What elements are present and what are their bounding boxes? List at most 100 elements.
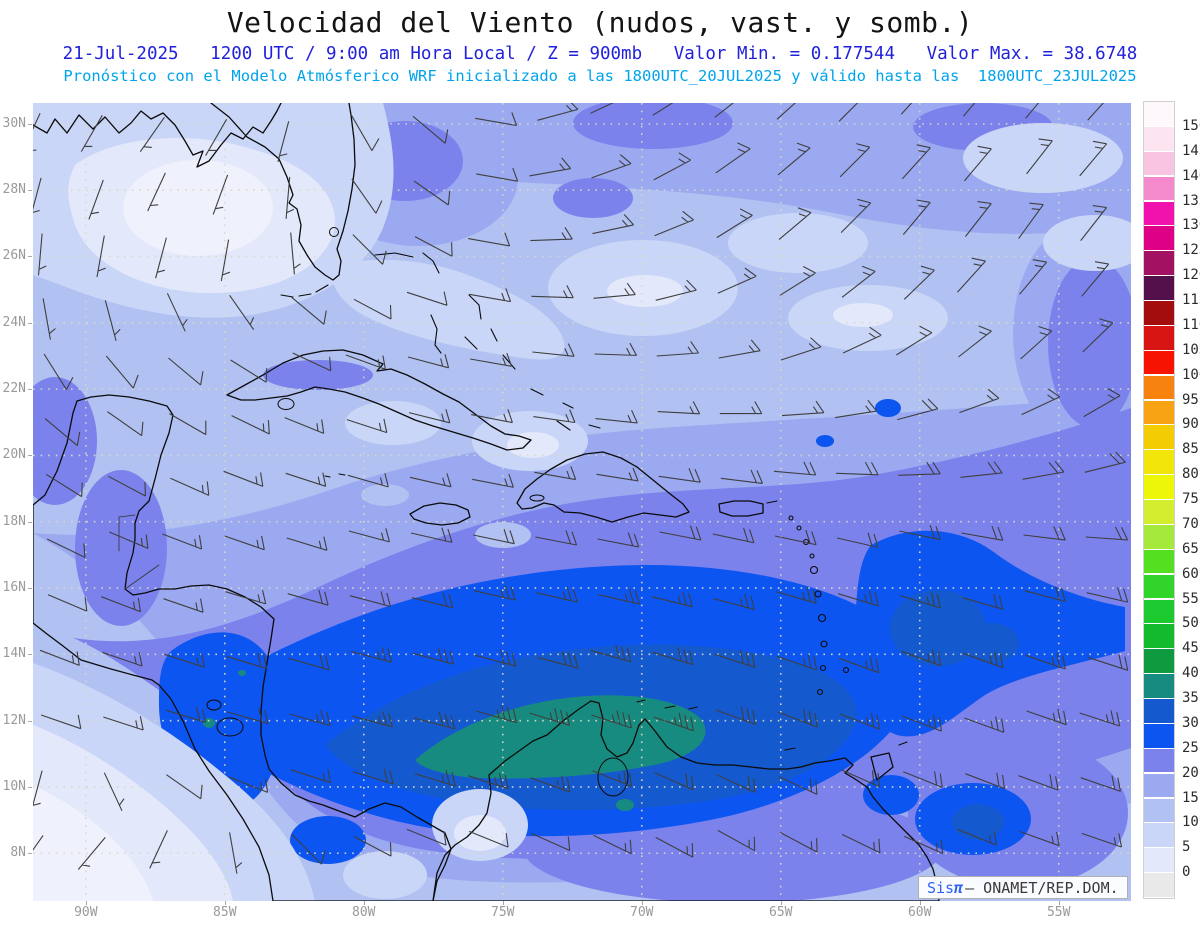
lon-label-90W: 90W <box>74 905 98 920</box>
colorbar-swatch <box>1144 425 1174 450</box>
lon-tick-mark <box>919 901 921 905</box>
lat-tick-mark <box>28 853 32 855</box>
colorbar-swatch <box>1144 549 1174 574</box>
colorbar-swatch <box>1144 773 1174 798</box>
colorbar-label-20: 20 <box>1182 764 1199 781</box>
lat-label-30N: 30N <box>2 115 26 131</box>
tobago-margarita-abc-islands <box>636 500 908 751</box>
lon-tick-mark <box>502 901 504 905</box>
cuba-coastline <box>226 349 532 451</box>
page-title: Velocidad del Viento (nudos, vast. y som… <box>226 6 974 39</box>
colorbar-swatch <box>1144 848 1174 872</box>
lat-label-28N: 28N <box>2 182 26 198</box>
lat-label-18N: 18N <box>2 513 26 529</box>
watermark-pi-logo: π <box>954 878 964 897</box>
trinidad-coastline <box>870 752 894 781</box>
lon-label-85W: 85W <box>213 905 237 920</box>
florida-keys <box>280 284 329 298</box>
lake-maracaibo <box>597 757 629 797</box>
lon-tick-mark <box>363 901 365 905</box>
colorbar-label-75: 75 <box>1182 491 1199 507</box>
lat-label-8N: 8N <box>10 845 26 861</box>
colorbar-label-80: 80 <box>1182 466 1199 483</box>
hispaniola-coastline <box>516 451 690 523</box>
lat-label-22N: 22N <box>2 381 26 397</box>
colorbar-swatch <box>1144 500 1174 524</box>
colorbar-swatch <box>1144 301 1174 325</box>
colorbar-label-100: 100 <box>1182 366 1200 383</box>
colorbar-label-60: 60 <box>1182 565 1199 582</box>
colorbar-swatch <box>1144 151 1174 176</box>
colorbar-swatch <box>1144 723 1174 748</box>
colorbar-swatch <box>1144 176 1174 201</box>
colorbar-swatch <box>1144 350 1174 375</box>
colorbar-swatch <box>1144 475 1174 499</box>
bahamas-islands <box>374 252 601 431</box>
lat-tick-mark <box>28 256 32 258</box>
lat-tick-mark <box>28 588 32 590</box>
lat-tick-mark <box>28 654 32 656</box>
lon-label-55W: 55W <box>1046 905 1071 920</box>
colorbar-label-95: 95 <box>1182 391 1199 408</box>
lat-tick-mark <box>28 521 32 523</box>
colorbar-label-55: 55 <box>1182 590 1199 607</box>
colorbar-swatch <box>1144 873 1174 897</box>
colorbar-label-120: 120 <box>1182 267 1200 284</box>
lake-nicaragua <box>216 717 244 737</box>
lon-label-65W: 65W <box>769 905 793 920</box>
colorbar-swatch <box>1144 201 1174 226</box>
colorbar-swatch <box>1144 699 1174 723</box>
colorbar-swatch <box>1144 748 1174 773</box>
colorbar-label-85: 85 <box>1182 441 1199 458</box>
lat-tick-mark <box>28 389 32 391</box>
lat-label-26N: 26N <box>2 248 26 264</box>
colorbar-swatch <box>1144 276 1174 300</box>
lat-tick-mark <box>28 786 32 788</box>
colorbar-swatch <box>1144 798 1174 823</box>
colorbar-label-40: 40 <box>1182 665 1199 682</box>
gonave-island <box>529 494 545 502</box>
isle-of-youth <box>277 398 295 410</box>
puerto-rico-coastline <box>718 500 764 517</box>
lon-label-75W: 75W <box>491 905 515 920</box>
colorbar-swatch <box>1144 226 1174 251</box>
colorbar-swatch <box>1144 599 1174 624</box>
colorbar-label-0: 0 <box>1182 864 1191 881</box>
colorbar-label-25: 25 <box>1182 739 1199 756</box>
lat-label-14N: 14N <box>2 646 26 662</box>
colorbar-label-145: 145 <box>1182 142 1200 159</box>
colorbar-label-135: 135 <box>1182 192 1200 209</box>
country-borders <box>118 514 160 590</box>
colorbar-swatch <box>1144 375 1174 400</box>
colorbar-label-90: 90 <box>1182 416 1199 433</box>
colorbar-label-150: 150 <box>1182 117 1200 134</box>
colorbar-scale <box>1143 101 1175 899</box>
colorbar-label-5: 5 <box>1182 839 1191 856</box>
colorbar-label-105: 105 <box>1182 341 1200 358</box>
wind-shading-layer <box>33 103 1131 901</box>
lon-label-60W: 60W <box>907 905 932 920</box>
lesser-antilles-islands <box>788 515 850 696</box>
map-canvas <box>33 103 1131 901</box>
lat-label-10N: 10N <box>2 778 26 794</box>
wind-barbs-layer <box>33 103 1129 874</box>
south-america-coastline <box>432 700 940 901</box>
colorbar-swatch <box>1144 251 1174 275</box>
graticule-dotted-lines <box>33 103 1131 901</box>
lat-tick-mark <box>28 190 32 192</box>
lon-tick-mark <box>224 901 226 905</box>
colorbar-label-35: 35 <box>1182 690 1199 706</box>
colorbar-swatch <box>1144 126 1174 151</box>
wind-speed-map-svg <box>33 103 1131 901</box>
colorbar-label-45: 45 <box>1182 640 1199 657</box>
colorbar-swatch <box>1144 624 1174 649</box>
lat-tick-mark <box>28 455 32 457</box>
lon-tick-mark <box>1058 901 1060 905</box>
subtitle-datetime-minmax: 21-Jul-2025 1200 UTC / 9:00 am Hora Loca… <box>62 44 1138 64</box>
watermark-box: Sis π – ONAMET/REP.DOM. <box>918 876 1128 899</box>
lat-label-16N: 16N <box>2 580 26 596</box>
lon-tick-mark <box>85 901 87 905</box>
watermark-source: – ONAMET/REP.DOM. <box>965 878 1119 897</box>
subtitle-model-info: Pronóstico con el Modelo Atmósferico WRF… <box>63 67 1137 85</box>
